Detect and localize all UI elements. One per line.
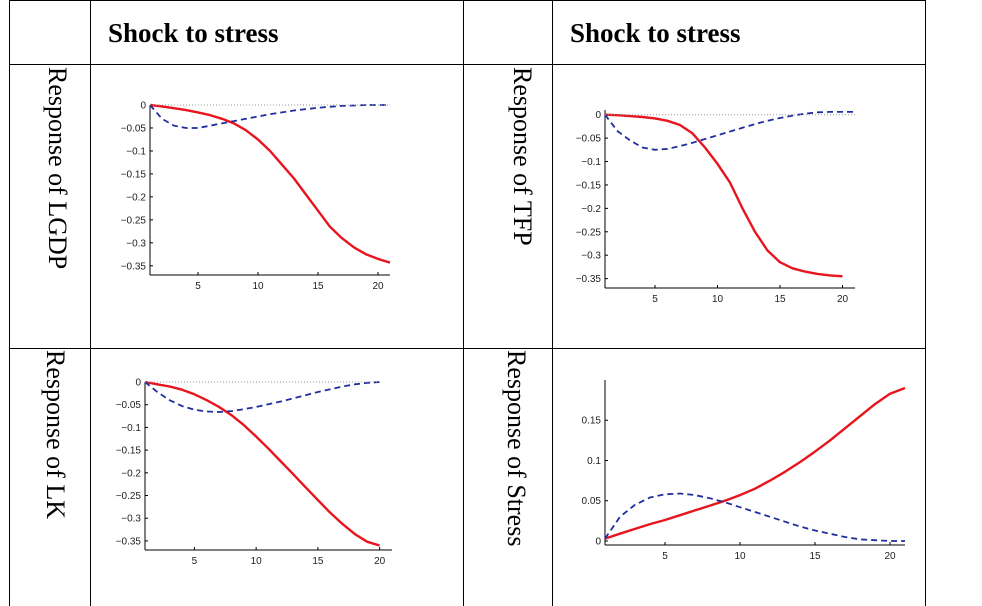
x-tick-label: 20 [374, 556, 386, 567]
y-tick-label: 0 [595, 110, 601, 121]
table-divider-col2 [463, 0, 464, 606]
y-tick-label: −0.1 [121, 423, 141, 434]
x-tick-label: 15 [774, 294, 786, 305]
y-tick-label: 0 [135, 378, 141, 389]
series-line-dashed [144, 381, 380, 413]
y-tick-label: 0.1 [587, 456, 601, 467]
y-tick-label: −0.2 [581, 204, 601, 215]
x-tick-label: 15 [312, 281, 324, 292]
x-tick-label: 15 [809, 551, 821, 562]
y-tick-label: −0.35 [116, 536, 142, 547]
series-line-dashed [604, 111, 855, 151]
y-tick-label: −0.25 [116, 491, 142, 502]
x-tick-label: 10 [252, 281, 264, 292]
y-tick-label: −0.2 [126, 192, 146, 203]
y-tick-label: −0.25 [121, 215, 147, 226]
table-divider-col3 [552, 0, 553, 606]
x-tick-label: 20 [837, 294, 849, 305]
table-border-left [9, 0, 10, 606]
y-tick-label: −0.15 [116, 446, 142, 457]
y-tick-label: −0.05 [116, 400, 142, 411]
y-tick-label: −0.1 [581, 157, 601, 168]
x-tick-label: 10 [712, 294, 724, 305]
y-tick-label: −0.15 [576, 180, 602, 191]
table-divider-col1 [90, 0, 91, 606]
x-tick-label: 5 [192, 556, 198, 567]
table-border-top [9, 0, 926, 1]
x-tick-label: 20 [884, 551, 896, 562]
series-line-solid [149, 103, 391, 264]
x-tick-label: 10 [251, 556, 263, 567]
y-tick-label: −0.35 [121, 261, 147, 272]
y-tick-label: 0 [595, 536, 601, 547]
x-tick-label: 5 [662, 551, 668, 562]
y-tick-label: −0.1 [126, 146, 146, 157]
series-line-dashed [604, 492, 905, 542]
table-border-right [925, 0, 926, 606]
y-tick-label: −0.2 [121, 468, 141, 479]
x-tick-label: 20 [372, 281, 384, 292]
y-tick-label: −0.3 [581, 251, 601, 262]
series-line-dashed [149, 104, 390, 129]
x-tick-label: 5 [652, 294, 658, 305]
y-tick-label: −0.25 [576, 227, 602, 238]
series-line-solid [144, 380, 380, 547]
table-divider-row2 [9, 348, 926, 349]
x-tick-label: 5 [195, 281, 201, 292]
column-header-left: Shock to stress [108, 18, 279, 48]
y-tick-label: 0.15 [582, 416, 602, 427]
y-tick-label: −0.15 [121, 169, 147, 180]
series-line-solid [604, 113, 843, 278]
y-tick-label: 0.05 [582, 496, 602, 507]
table-divider-row1 [9, 64, 926, 65]
y-tick-label: 0 [140, 101, 146, 112]
y-tick-label: −0.05 [121, 123, 147, 134]
y-tick-label: −0.35 [576, 274, 602, 285]
x-tick-label: 10 [734, 551, 746, 562]
y-tick-label: −0.05 [576, 134, 602, 145]
series-line-solid [604, 386, 906, 540]
y-tick-label: −0.3 [121, 514, 141, 525]
column-header-right: Shock to stress [570, 18, 741, 48]
x-tick-label: 15 [312, 556, 324, 567]
y-tick-label: −0.3 [126, 238, 146, 249]
